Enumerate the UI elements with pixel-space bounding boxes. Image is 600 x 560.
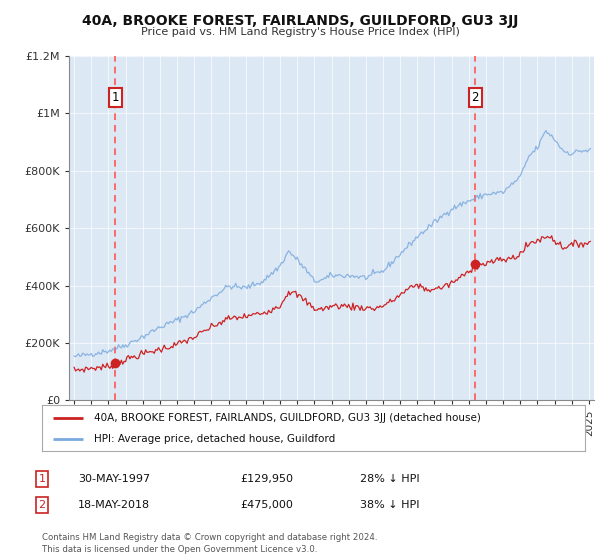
Text: HPI: Average price, detached house, Guildford: HPI: Average price, detached house, Guil… (94, 435, 335, 444)
Text: 1: 1 (38, 474, 46, 484)
Text: 2: 2 (472, 91, 479, 104)
Text: 40A, BROOKE FOREST, FAIRLANDS, GUILDFORD, GU3 3JJ (detached house): 40A, BROOKE FOREST, FAIRLANDS, GUILDFORD… (94, 413, 481, 423)
Text: 1: 1 (112, 91, 119, 104)
Text: Price paid vs. HM Land Registry's House Price Index (HPI): Price paid vs. HM Land Registry's House … (140, 27, 460, 37)
Text: Contains HM Land Registry data © Crown copyright and database right 2024.
This d: Contains HM Land Registry data © Crown c… (42, 533, 377, 554)
Text: 2: 2 (38, 500, 46, 510)
Text: 28% ↓ HPI: 28% ↓ HPI (360, 474, 419, 484)
Text: 38% ↓ HPI: 38% ↓ HPI (360, 500, 419, 510)
Text: £475,000: £475,000 (240, 500, 293, 510)
Text: 18-MAY-2018: 18-MAY-2018 (78, 500, 150, 510)
Text: 40A, BROOKE FOREST, FAIRLANDS, GUILDFORD, GU3 3JJ: 40A, BROOKE FOREST, FAIRLANDS, GUILDFORD… (82, 14, 518, 28)
Text: 30-MAY-1997: 30-MAY-1997 (78, 474, 150, 484)
Text: £129,950: £129,950 (240, 474, 293, 484)
